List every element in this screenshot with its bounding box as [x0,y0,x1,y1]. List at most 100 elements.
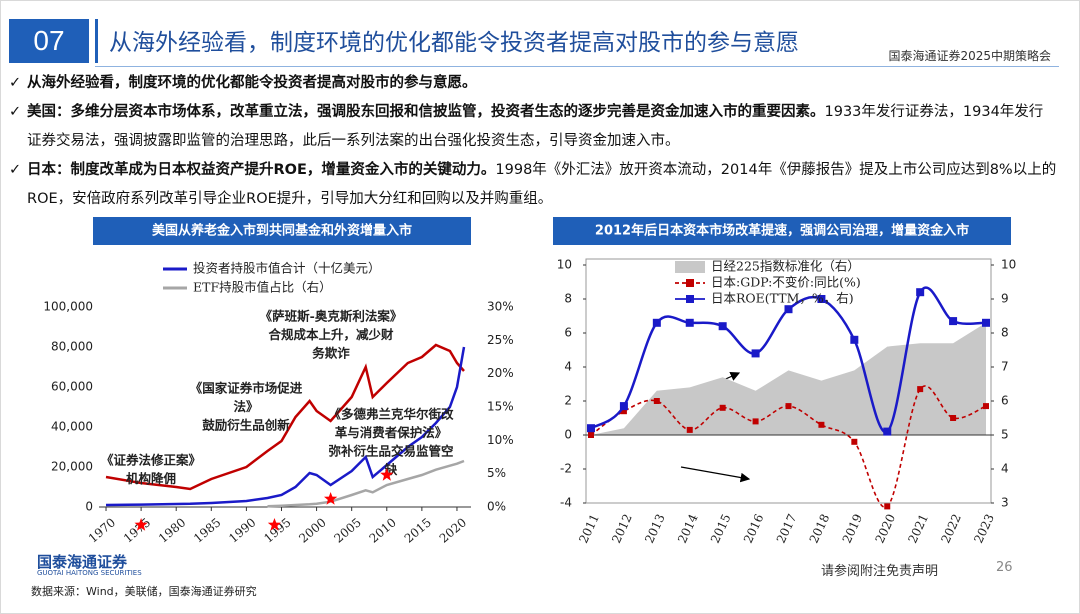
annotation: 《多德弗兰克华尔街改 [328,407,454,422]
y2-tick-label: 6 [1001,394,1009,408]
x-tick-label: 2015 [402,515,434,545]
data-point [851,438,858,445]
data-point [719,404,726,411]
disclaimer: 请参阅附注免责声明 [821,564,939,579]
series-line [105,346,466,507]
y-tick-label: 0 [564,428,572,442]
data-point [619,402,628,411]
x-tick-label: 2005 [331,515,363,545]
annotation: 机构降佣 [126,471,176,486]
series-line [590,385,987,508]
x-tick-label: 2019 [840,512,866,546]
plot-frame [585,258,992,504]
x-tick-label: 2000 [296,515,328,545]
page-number: 26 [996,560,1013,575]
y-tick-label: 40,000 [51,420,93,434]
y-tick-label: 0 [85,500,93,514]
slide-title: 从海外经验看，制度环境的优化都能令投资者提高对股市的参与意愿 [109,30,799,56]
data-point [883,427,892,436]
x-tick-label: 2010 [367,515,399,545]
annotation: 务欺诈 [312,346,350,361]
data-point [653,398,660,404]
y2-tick-label: 10 [1001,258,1016,272]
y2-tick-label: 8 [1001,326,1009,340]
data-point [587,424,595,433]
arrow [680,466,751,483]
data-point [949,317,958,326]
data-point [884,503,891,510]
x-tick-label: 2022 [938,512,964,546]
x-tick-label: 2020 [437,515,469,545]
x-tick-label: 2015 [708,512,734,546]
y-tick-label: 6 [564,326,572,340]
annotation: 《萨班斯-奥克斯利法案》 [260,309,403,324]
x-tick-label: 2014 [675,512,701,546]
data-point [752,418,759,425]
y-tick-label: 100,000 [43,300,93,314]
y2-tick-label: 30% [487,300,514,314]
annotation: 法》 [233,399,258,414]
legend-swatch [686,279,694,287]
y-tick-label: -2 [560,462,572,476]
data-point [685,318,694,327]
chart-title: 美国从养老金入市到共同基金和外资增量入市 [152,223,412,239]
legend-label: 投资者持股市值合计（十亿美元） [193,261,381,276]
bullet-bold: 美国：多维分层资本市场体系，改革重立法，强调股东回报和信披监管，投资者生态的逐步… [27,104,825,120]
x-tick-label: 2021 [905,512,931,546]
annotation: 弥补衍生品交易监管空 [328,444,453,459]
data-point [982,318,990,327]
y-tick-label: 4 [564,360,572,374]
bullet: 从海外经验看，制度环境的优化都能令投资者提高对股市的参与意愿。 [7,69,1057,98]
x-tick-label: 2023 [971,512,997,546]
bullet-list: 从海外经验看，制度环境的优化都能令投资者提高对股市的参与意愿。 美国：多维分层资… [7,69,1057,214]
data-point [850,335,859,344]
y2-tick-label: 9 [1001,292,1009,306]
y2-tick-label: 5 [1001,428,1009,442]
legend-label: 日本:GDP:不变价:同比(%) [711,275,861,290]
legend-label: 日经225指数标准化（右） [711,259,860,274]
data-point [917,386,924,393]
x-tick-label: 1990 [226,515,258,545]
y2-tick-label: 7 [1001,360,1009,374]
event-star [267,518,282,531]
x-tick-label: 2016 [741,512,767,546]
y2-tick-label: 15% [487,400,514,414]
x-tick-label: 1970 [86,515,118,545]
y2-tick-label: 0% [487,500,506,514]
x-tick-label: 1980 [156,515,188,545]
chart-title-bar [93,217,471,245]
x-tick-label: 1995 [261,515,293,545]
legend-swatch [686,295,694,303]
data-point [620,408,627,415]
legend-swatch [675,261,705,273]
x-tick-label: 2012 [609,512,635,546]
event-name: 国泰海通证券2025中期策略会 [888,49,1051,63]
annotation: 鼓励衍生品创新 [202,418,290,433]
y2-tick-label: 3 [1001,496,1009,510]
y-tick-label: 2 [564,394,572,408]
annotation: 革与消费者保护法》 [335,425,448,440]
bullet: 日本：制度改革成为日本权益资产提升ROE，增量资金入市的关键动力。1998年《外… [7,156,1057,214]
bullet-bold: 日本：制度改革成为日本权益资产提升ROE，增量资金入市的关键动力。 [27,162,496,178]
x-tick-label: 2011 [576,512,602,546]
y-tick-label: 60,000 [51,380,93,394]
chart-title: 2012年后日本资本市场改革提速，强调公司治理，增量资金入市 [595,223,969,239]
annotation: 合规成本上升，减少财 [268,327,394,342]
y-tick-label: -4 [560,496,572,510]
annotation: 《证券法修正案》 [101,453,201,468]
data-point [916,288,925,297]
event-star [324,492,338,505]
x-tick-label: 2013 [642,512,668,546]
bullet: 美国：多维分层资本市场体系，改革重立法，强调股东回报和信披监管，投资者生态的逐步… [7,98,1057,156]
y2-tick-label: 10% [487,433,514,447]
x-tick-label: 2018 [807,512,833,546]
annotation: 《国家证券市场促进 [190,381,303,396]
event-star [134,518,148,531]
bullet-bold: 从海外经验看，制度环境的优化都能令投资者提高对股市的参与意愿。 [27,75,477,91]
source-note: 数据来源：Wind，美联储，国泰海通证券研究 [31,585,257,598]
x-tick-label: 1985 [191,515,223,545]
y-tick-label: 20,000 [51,460,93,474]
x-tick-label: 2020 [873,512,899,546]
section-number: 07 [9,19,89,63]
